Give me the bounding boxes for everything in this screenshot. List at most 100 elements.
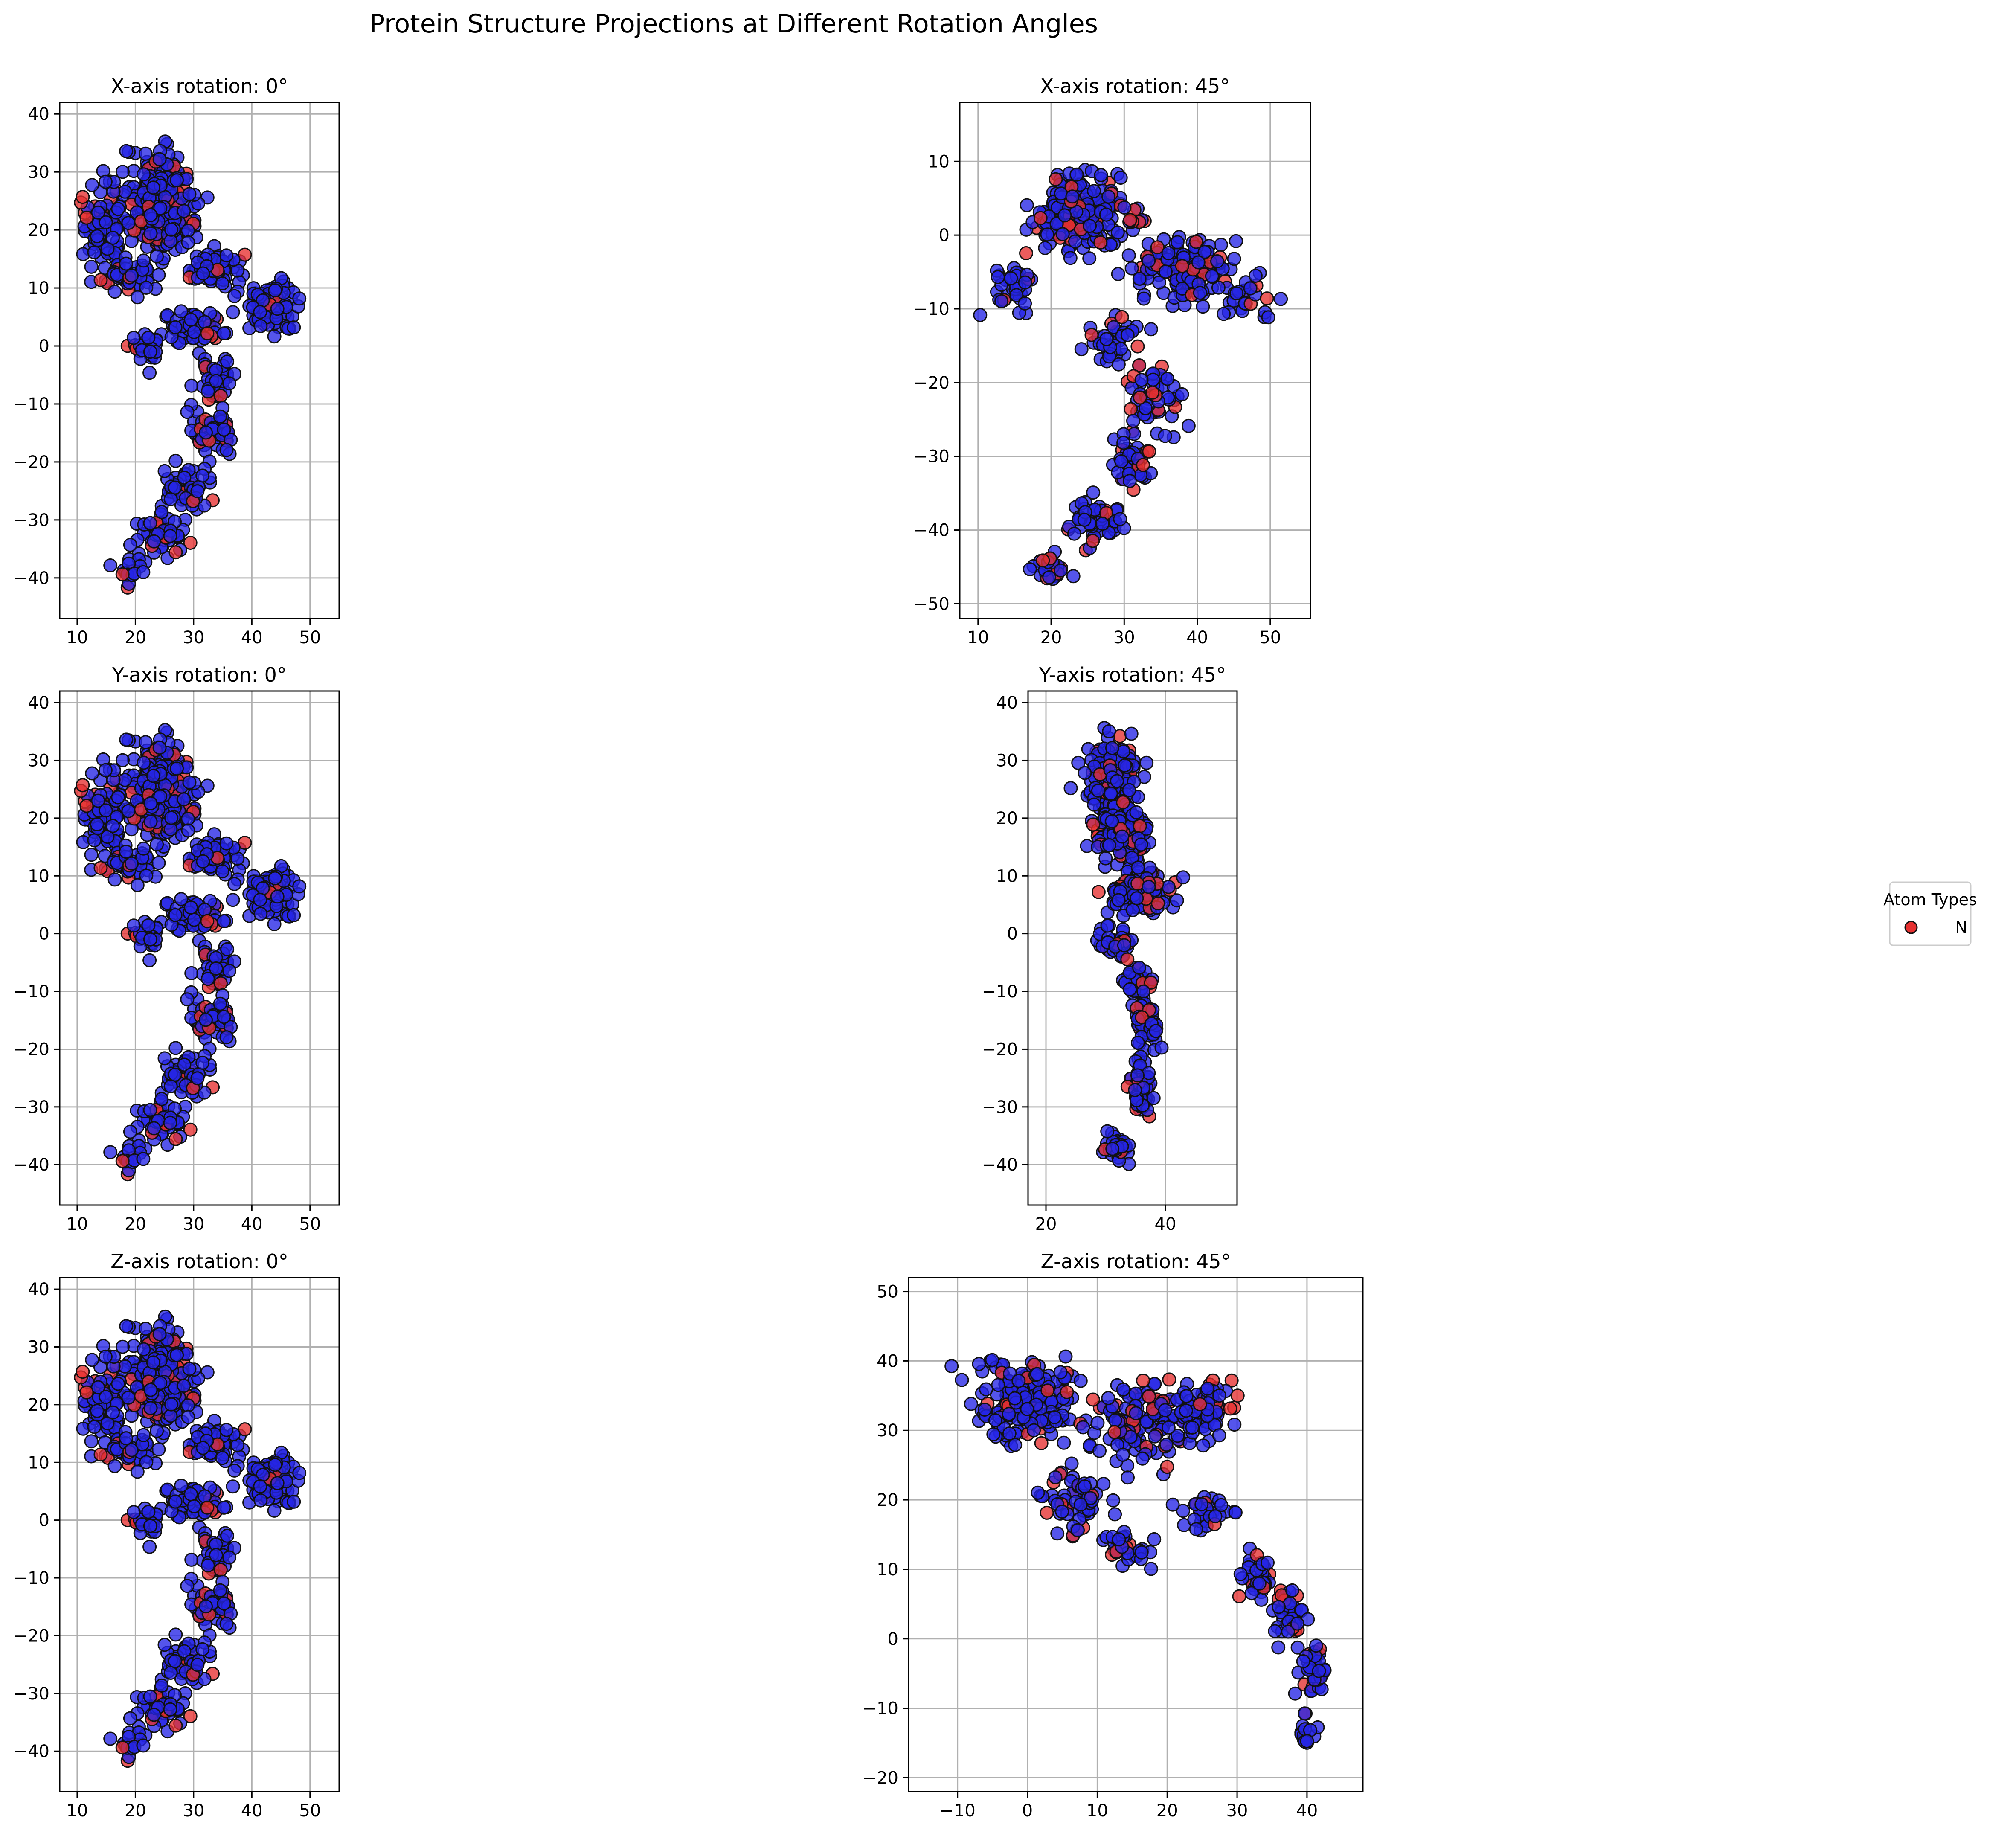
atom-point-n xyxy=(200,914,215,928)
atom-point xyxy=(168,1494,183,1509)
atom-point xyxy=(217,1010,231,1024)
atom-point xyxy=(220,1528,235,1543)
atom-point-n xyxy=(93,861,108,875)
atom-point xyxy=(977,1403,992,1417)
atom-point xyxy=(1105,1142,1120,1156)
atom-point xyxy=(181,1398,195,1413)
atom-point-n xyxy=(79,1385,94,1400)
atom-point xyxy=(1067,526,1081,541)
atom-point xyxy=(1165,1497,1180,1512)
x-tick-label: 10 xyxy=(1086,1801,1108,1821)
atom-point-n xyxy=(168,545,183,560)
atom-point xyxy=(195,1642,210,1656)
y-tick-label: −20 xyxy=(14,453,49,472)
atom-point xyxy=(222,376,237,391)
atom-point xyxy=(137,841,151,856)
atom-point xyxy=(84,1434,99,1449)
atom-point xyxy=(84,259,99,274)
atom-point xyxy=(184,1487,198,1501)
atom-point-n xyxy=(76,1365,90,1379)
atom-point xyxy=(217,1500,231,1515)
atom-point xyxy=(1189,1522,1203,1537)
atom-point xyxy=(1105,741,1119,755)
atom-point xyxy=(91,793,105,808)
atom-point xyxy=(1158,429,1172,443)
subplot-1: X-axis rotation: 0° 10 20 30 40 50 −40 −30 −20 −1… xyxy=(14,75,340,648)
scatter-points xyxy=(74,723,307,1182)
atom-point xyxy=(1121,1470,1135,1485)
atom-point-n xyxy=(1093,235,1108,250)
atom-point xyxy=(198,903,212,917)
atom-point xyxy=(226,1479,240,1494)
atom-point xyxy=(1290,1616,1304,1631)
x-tick-label: 20 xyxy=(125,628,146,648)
atom-point xyxy=(143,1519,157,1533)
atom-point xyxy=(227,1463,242,1478)
atom-point xyxy=(1300,1734,1314,1749)
atom-point xyxy=(170,173,184,187)
atom-point xyxy=(253,319,268,333)
atom-point xyxy=(152,152,167,166)
axes-frame xyxy=(959,102,1311,619)
y-tick-label: −20 xyxy=(914,373,950,393)
atom-point xyxy=(1170,235,1185,250)
atom-point xyxy=(1040,227,1054,242)
subplot-grid: X-axis rotation: 0° 10 20 30 40 50 −40 −30 −20 −1… xyxy=(14,75,1364,1821)
atom-point xyxy=(1073,1374,1088,1388)
atom-point xyxy=(116,165,130,179)
atom-point xyxy=(147,1708,161,1722)
y-tick-label: 10 xyxy=(928,152,950,171)
atom-point xyxy=(1086,485,1101,500)
atom-point xyxy=(1161,246,1176,260)
x-tick-label: 50 xyxy=(1259,628,1281,648)
atom-point xyxy=(103,558,118,572)
y-tick-label: 40 xyxy=(28,1280,49,1299)
atom-point-n xyxy=(1086,817,1101,832)
atom-point xyxy=(1191,255,1206,270)
atom-point xyxy=(1018,275,1032,290)
atom-point xyxy=(988,1413,1002,1427)
atom-point-n xyxy=(1019,246,1033,260)
atom-point xyxy=(1069,167,1084,182)
atom-point xyxy=(143,1383,158,1397)
atom-point-n xyxy=(1142,444,1156,459)
atom-point xyxy=(1124,261,1139,276)
atom-point xyxy=(1112,1532,1126,1547)
atom-point xyxy=(87,833,102,848)
atom-point xyxy=(1128,1386,1143,1401)
atom-point xyxy=(137,167,151,182)
atom-point xyxy=(1288,1686,1302,1701)
atom-point xyxy=(154,505,169,519)
atom-point xyxy=(121,216,136,230)
atom-point xyxy=(168,480,182,495)
atom-point xyxy=(1078,766,1092,780)
atom-point xyxy=(220,354,235,369)
atom-point xyxy=(1063,251,1078,265)
atom-point xyxy=(1066,569,1081,584)
x-tick-label: 30 xyxy=(1226,1801,1248,1821)
atom-point xyxy=(994,294,1009,308)
atom-point xyxy=(168,1654,182,1668)
atom-point xyxy=(139,1455,154,1470)
atom-point xyxy=(1068,234,1082,249)
atom-point xyxy=(111,1377,125,1391)
atom-point xyxy=(152,741,167,755)
atom-point xyxy=(99,1390,113,1404)
atom-point xyxy=(98,1349,113,1364)
atom-point xyxy=(168,1067,182,1082)
atom-point xyxy=(253,892,267,907)
subplot-title: X-axis rotation: 0° xyxy=(111,75,288,98)
atom-point-n xyxy=(168,1132,183,1146)
atom-point xyxy=(1102,724,1116,738)
atom-point xyxy=(267,917,282,931)
atom-point xyxy=(1105,814,1119,828)
atom-point xyxy=(174,892,189,906)
x-tick-label: 50 xyxy=(299,628,321,648)
y-tick-label: −40 xyxy=(14,1155,49,1175)
atom-point xyxy=(1142,880,1156,894)
atom-point xyxy=(1136,984,1151,999)
y-tick-label: 50 xyxy=(877,1282,898,1302)
atom-point xyxy=(157,464,172,478)
atom-point xyxy=(227,877,242,891)
atom-point xyxy=(143,814,158,829)
